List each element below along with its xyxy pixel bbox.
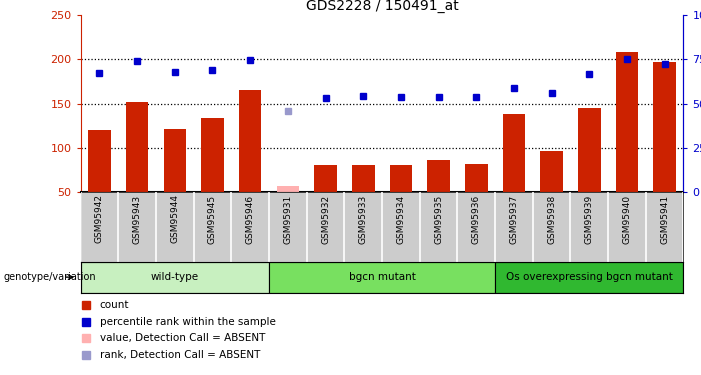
Text: GSM95945: GSM95945 (208, 195, 217, 244)
Text: rank, Detection Call = ABSENT: rank, Detection Call = ABSENT (100, 350, 260, 360)
Text: GSM95937: GSM95937 (510, 195, 519, 244)
Bar (495, 262, 683, 292)
Bar (428, 159, 450, 192)
Bar (653, 62, 676, 192)
Text: GSM95932: GSM95932 (321, 195, 330, 244)
Bar (540, 151, 563, 192)
Bar (352, 165, 374, 192)
Text: genotype/variation: genotype/variation (4, 272, 96, 282)
Bar (615, 52, 638, 192)
Text: GSM95944: GSM95944 (170, 195, 179, 243)
Text: GSM95934: GSM95934 (396, 195, 405, 244)
Bar (126, 102, 149, 192)
Text: GSM95931: GSM95931 (283, 195, 292, 244)
Bar (201, 118, 224, 192)
Text: percentile rank within the sample: percentile rank within the sample (100, 317, 275, 327)
Text: count: count (100, 300, 129, 310)
Bar (239, 90, 261, 192)
Bar (88, 130, 111, 192)
Text: GSM95936: GSM95936 (472, 195, 481, 244)
Text: GSM95941: GSM95941 (660, 195, 669, 244)
Text: Os overexpressing bgcn mutant: Os overexpressing bgcn mutant (506, 272, 673, 282)
Bar (390, 165, 412, 192)
Text: GSM95933: GSM95933 (359, 195, 368, 244)
Bar (465, 164, 487, 192)
Text: GSM95939: GSM95939 (585, 195, 594, 244)
Text: bgcn mutant: bgcn mutant (348, 272, 416, 282)
Title: GDS2228 / 150491_at: GDS2228 / 150491_at (306, 0, 458, 13)
Bar (163, 129, 186, 192)
Text: GSM95946: GSM95946 (245, 195, 254, 244)
Text: GSM95940: GSM95940 (622, 195, 632, 244)
Bar (578, 108, 601, 192)
Text: GSM95943: GSM95943 (132, 195, 142, 244)
Text: GSM95942: GSM95942 (95, 195, 104, 243)
Bar (503, 114, 525, 192)
Bar (277, 186, 299, 192)
Bar (269, 262, 495, 292)
Bar (81, 262, 269, 292)
Text: wild-type: wild-type (151, 272, 199, 282)
Text: GSM95938: GSM95938 (547, 195, 556, 244)
Text: GSM95935: GSM95935 (434, 195, 443, 244)
Text: value, Detection Call = ABSENT: value, Detection Call = ABSENT (100, 333, 265, 343)
Bar (314, 165, 336, 192)
